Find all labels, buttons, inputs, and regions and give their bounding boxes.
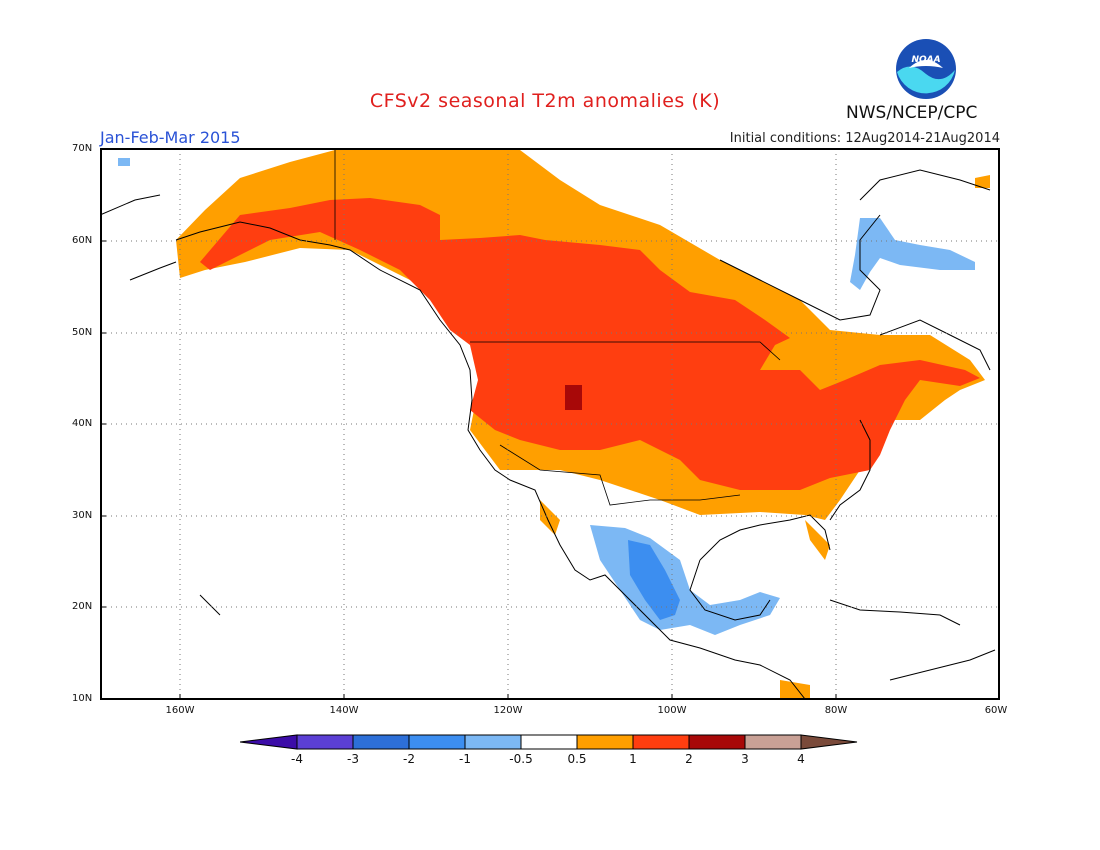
lat-label: 20N xyxy=(72,601,93,612)
noaa-logo: NOAA xyxy=(896,39,956,99)
anomaly-neg2-neg1-region xyxy=(628,540,680,620)
lat-label: 70N xyxy=(72,143,93,154)
colorbar-segment xyxy=(464,734,522,750)
colorbar-tick-label: 4 xyxy=(797,752,805,766)
lon-label: 60W xyxy=(984,705,1008,716)
lon-label: 160W xyxy=(165,705,195,716)
lon-label: 100W xyxy=(657,705,687,716)
anomaly-1-2-region xyxy=(200,198,980,490)
colorbar-segment xyxy=(240,734,298,750)
colorbar-tick-label: -3 xyxy=(347,752,359,766)
lat-label: 50N xyxy=(72,327,93,338)
lat-label: 30N xyxy=(72,510,93,521)
colorbar-segment xyxy=(800,734,858,750)
anomaly-2-3-region xyxy=(565,385,582,410)
lon-label: 80W xyxy=(824,705,848,716)
colorbar-segment xyxy=(576,734,634,750)
colorbar-segment xyxy=(520,734,578,750)
colorbar-segment xyxy=(296,734,354,750)
lat-label: 10N xyxy=(72,693,93,704)
colorbar-tick-label: -2 xyxy=(403,752,415,766)
svg-text:NOAA: NOAA xyxy=(911,55,940,65)
colorbar-tick-label: 3 xyxy=(741,752,749,766)
map-title: CFSv2 seasonal T2m anomalies (K) xyxy=(369,90,721,112)
forecast-period: Jan-Feb-Mar 2015 xyxy=(100,128,241,147)
colorbar-segment xyxy=(632,734,690,750)
colorbar-tick-label: -1 xyxy=(459,752,471,766)
lon-label: 120W xyxy=(493,705,523,716)
colorbar-segment xyxy=(408,734,466,750)
colorbar-tick-label: -4 xyxy=(291,752,303,766)
political-borders xyxy=(334,150,781,506)
colorbar-segment xyxy=(688,734,746,750)
lat-label: 40N xyxy=(72,418,93,429)
graticule xyxy=(101,149,999,699)
colorbar-segment xyxy=(352,734,410,750)
colorbar-tick-label: 0.5 xyxy=(567,752,587,766)
map-frame xyxy=(100,148,1000,700)
colorbar-tick-label: 1 xyxy=(629,752,637,766)
coastlines xyxy=(101,169,996,699)
colorbar-tick-label: 2 xyxy=(685,752,693,766)
initial-conditions: Initial conditions: 12Aug2014-21Aug2014 xyxy=(729,131,1000,146)
colorbar xyxy=(240,734,858,750)
lon-label: 140W xyxy=(329,705,359,716)
colorbar-segment xyxy=(744,734,802,750)
lat-label: 60N xyxy=(72,235,93,246)
colorbar-tick-label: -0.5 xyxy=(509,752,533,766)
agency-label: NWS/NCEP/CPC xyxy=(846,103,978,123)
